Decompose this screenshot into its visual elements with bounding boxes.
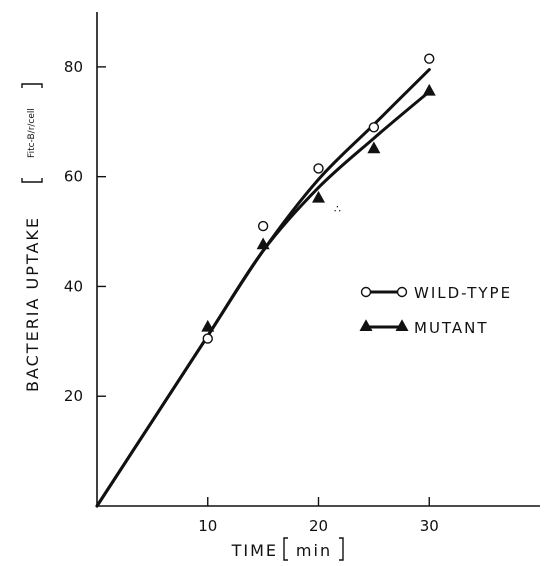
x-unit-bracket-left: [283, 537, 288, 561]
data-point-wild-type: [424, 53, 435, 64]
data-point-wild-type: [202, 333, 213, 344]
legend-marker-open-circle: [360, 286, 372, 298]
markers: [201, 53, 436, 344]
x-ticks: 10 20 30: [198, 497, 439, 535]
y-tick-label: 20: [64, 387, 83, 405]
data-point-mutant: [201, 319, 215, 332]
legend-item-mutant: MUTANT: [359, 319, 489, 337]
legend-marker-triangle: [359, 319, 373, 331]
y-axis-title: BACTERIA UPTAKE Fitc-B/r/cell: [21, 83, 43, 392]
x-tick-label: 10: [198, 517, 217, 535]
legend: WILD-TYPE MUTANT: [359, 284, 512, 337]
x-axis-unit: min: [296, 541, 332, 560]
y-tick-label: 60: [64, 168, 83, 186]
legend-item-wild-type: WILD-TYPE: [360, 284, 512, 302]
series-line-mutant: [95, 90, 431, 508]
data-point-wild-type: [368, 122, 380, 133]
y-unit-bracket-left: [21, 178, 43, 183]
y-tick-label: 40: [64, 277, 83, 295]
axes: [96, 12, 540, 507]
data-point-mutant: [312, 190, 325, 203]
legend-marker-open-circle: [396, 286, 408, 298]
x-unit-bracket-right: [339, 537, 344, 561]
data-point-wild-type: [313, 163, 324, 174]
fit-lines: [95, 68, 431, 508]
legend-label: MUTANT: [414, 319, 489, 337]
y-ticks: 20 40 60 80: [64, 58, 106, 405]
y-tick-label: 80: [64, 58, 83, 76]
y-axis-label: BACTERIA UPTAKE: [23, 216, 42, 392]
x-axis-label: TIME: [231, 541, 278, 560]
y-unit-bracket-right: [21, 83, 43, 88]
legend-label: WILD-TYPE: [414, 284, 512, 302]
data-point-mutant: [422, 83, 436, 96]
y-axis-unit: Fitc-B/r/cell: [27, 108, 37, 158]
data-point-wild-type: [257, 220, 269, 232]
x-axis-title: TIME min: [231, 537, 344, 561]
data-point-mutant: [256, 237, 270, 250]
data-point-mutant: [367, 141, 381, 154]
x-tick-label: 30: [420, 517, 439, 535]
x-tick-label: 20: [309, 517, 328, 535]
legend-marker-triangle: [395, 319, 409, 331]
annotation-mark: ∴: [334, 202, 341, 215]
